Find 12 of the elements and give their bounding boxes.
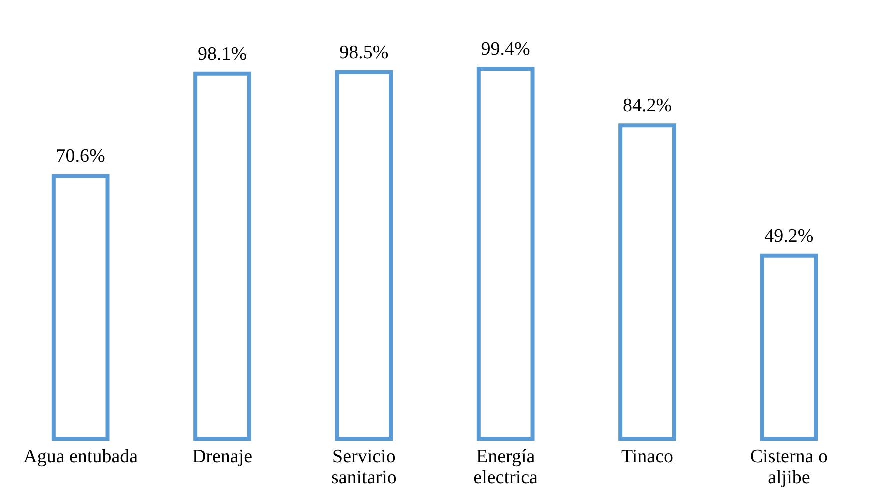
x-tick-label: Tinaco bbox=[621, 446, 674, 468]
x-tick-label: Agua entubada bbox=[24, 446, 139, 468]
x-tick-label: Drenaje bbox=[192, 446, 253, 468]
data-label: 70.6% bbox=[56, 146, 106, 168]
x-tick-label: Servicio sanitario bbox=[331, 446, 397, 488]
x-tick-label: Energía electrica bbox=[474, 446, 539, 488]
data-label: 98.5% bbox=[340, 42, 389, 64]
x-tick-label: Cisterna o aljibe bbox=[750, 446, 828, 488]
data-label: 98.1% bbox=[198, 44, 248, 65]
data-label: 49.2% bbox=[764, 226, 814, 247]
data-label: 84.2% bbox=[622, 96, 672, 117]
data-label: 99.4% bbox=[481, 39, 531, 60]
